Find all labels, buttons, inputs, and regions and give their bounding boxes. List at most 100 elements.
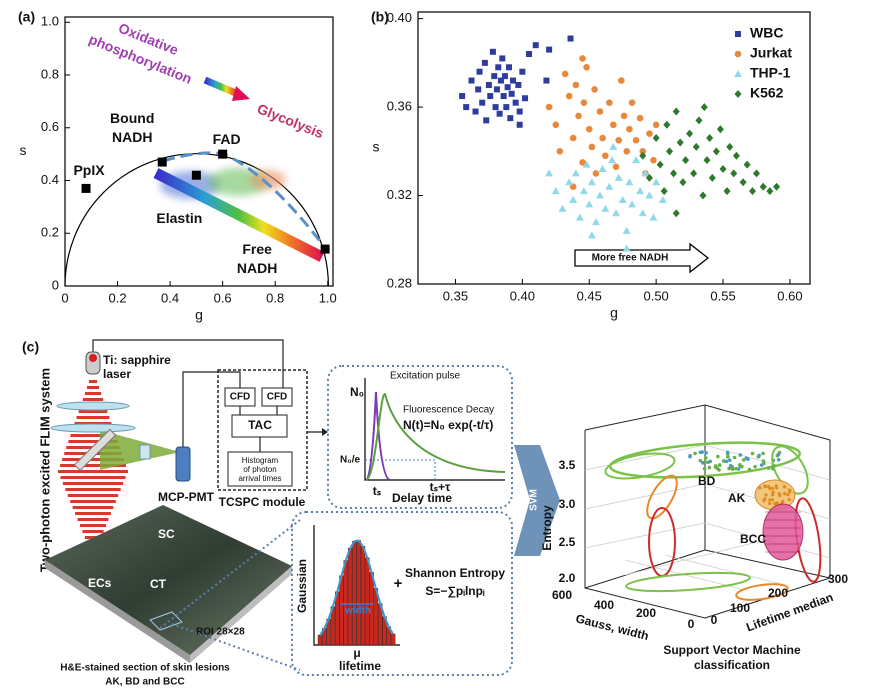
y-tick: 100 — [730, 601, 750, 615]
legend-marker — [734, 90, 742, 98]
cluster-dot — [776, 457, 781, 462]
point — [567, 35, 574, 42]
point — [499, 55, 506, 62]
point — [752, 169, 760, 178]
cluster-dot — [753, 464, 757, 469]
arrow-head — [322, 428, 328, 436]
point — [587, 178, 596, 186]
point — [766, 187, 774, 196]
legend-marker — [734, 70, 742, 77]
point — [646, 130, 653, 137]
x-tick-label: 0 — [61, 290, 68, 305]
point — [730, 169, 738, 178]
beam-stripe — [77, 518, 109, 521]
beam-stripe — [78, 410, 108, 413]
point-label: Free — [242, 241, 272, 257]
wires — [92, 339, 322, 452]
point — [191, 170, 201, 180]
beam-stripe — [70, 434, 116, 437]
point — [504, 84, 511, 91]
cluster-dot — [771, 458, 776, 463]
decay-xlabel: Delay time — [392, 491, 452, 505]
point — [748, 187, 756, 196]
point — [483, 117, 490, 124]
point — [609, 142, 618, 150]
point — [670, 169, 678, 178]
point — [612, 163, 620, 171]
point — [495, 64, 502, 71]
x-axis-label: g — [610, 305, 618, 321]
point — [545, 103, 553, 111]
hist-bar — [347, 548, 353, 646]
cluster-dot — [766, 466, 771, 470]
cluster-dot — [698, 450, 703, 455]
point — [479, 99, 486, 106]
point — [579, 55, 586, 62]
point — [546, 46, 553, 53]
laser-light — [89, 354, 97, 362]
point — [660, 187, 668, 196]
fluorescence-label: Fluorescence Decay — [403, 405, 494, 416]
point — [472, 108, 479, 115]
legend-marker — [735, 31, 741, 37]
mirror — [73, 428, 117, 472]
point — [708, 173, 716, 182]
point — [706, 134, 714, 143]
x-tick-label: 1.0 — [319, 290, 337, 305]
cluster-dot — [757, 453, 761, 458]
ecs-label: ECs — [88, 576, 112, 590]
cluster-outline — [771, 445, 809, 495]
beam-stripe — [58, 470, 128, 473]
cluster-dot — [761, 459, 766, 463]
point — [712, 147, 720, 156]
beam-stripe — [89, 380, 97, 383]
point — [628, 200, 637, 208]
point — [695, 116, 703, 125]
cluster-dot — [766, 484, 771, 489]
svm-caption: Support Vector Machine — [663, 643, 801, 657]
cluster-dot — [728, 464, 733, 468]
point — [632, 156, 641, 164]
cluster-outline — [646, 474, 678, 520]
z-label: Entropy — [540, 505, 554, 551]
cluster-dot — [770, 498, 775, 502]
beam-stripe — [84, 392, 102, 395]
point — [481, 59, 488, 66]
point — [579, 159, 586, 166]
cluster-dot — [764, 493, 768, 497]
hist-bar — [317, 634, 323, 646]
class-label: BD — [698, 474, 716, 488]
point-label: FAD — [213, 131, 241, 147]
cluster-dot — [782, 485, 787, 489]
features-xlabel: lifetime — [339, 659, 381, 673]
point — [638, 209, 647, 217]
n0e: N₀/e — [340, 455, 361, 466]
point — [622, 244, 631, 252]
cluster-dot — [768, 501, 772, 506]
tac-label: TAC — [248, 418, 272, 432]
cluster-dot — [716, 454, 720, 459]
width-label: width — [344, 606, 371, 617]
y-tick-label: 0.36 — [387, 99, 412, 114]
y-tick: 0 — [711, 613, 718, 627]
point — [602, 152, 609, 160]
laser-label: laser — [103, 367, 131, 381]
x-tick-label: 0.60 — [777, 288, 802, 303]
x-tick-label: 0.8 — [266, 290, 284, 305]
point — [500, 93, 507, 100]
cluster-dot — [703, 456, 708, 460]
bcc-cluster — [762, 503, 804, 561]
excitation-curve — [365, 391, 391, 481]
cluster-dot — [730, 467, 735, 471]
sc-label: SC — [158, 527, 175, 541]
point — [650, 156, 657, 164]
point — [489, 48, 496, 55]
panel-c: (c) Two-photon excited FLIM system Ti: s… — [22, 339, 848, 688]
cluster-dot — [787, 490, 792, 494]
point — [463, 104, 470, 111]
y-label: Lifetime median — [744, 590, 835, 634]
point — [759, 182, 767, 191]
n0: N₀ — [350, 385, 364, 399]
point — [652, 134, 660, 143]
point — [556, 148, 564, 155]
